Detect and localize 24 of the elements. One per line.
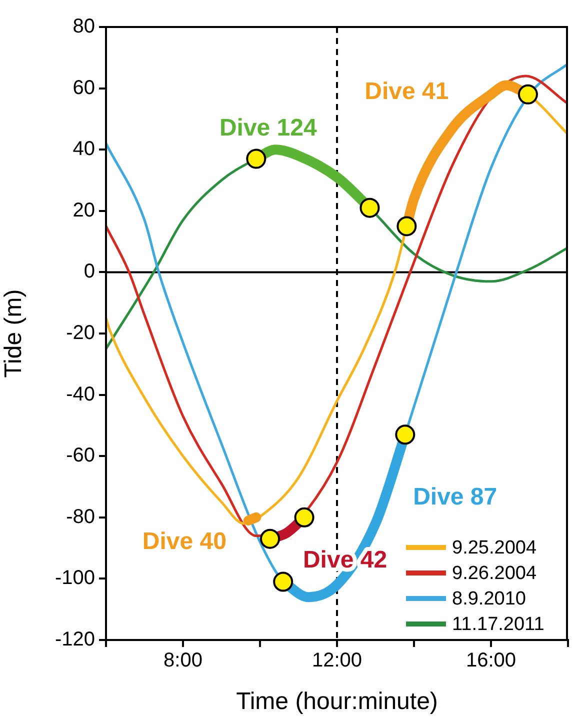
annotation: Dive 41 xyxy=(364,78,449,105)
y-tick-label: -80 xyxy=(66,506,95,528)
y-tick-label: 20 xyxy=(72,199,95,222)
y-tick-label: 80 xyxy=(72,16,95,38)
y-tick-label: -120 xyxy=(54,628,95,651)
annotation: Dive 124 xyxy=(219,114,318,142)
legend-label: 9.25.2004 xyxy=(452,538,537,559)
y-tick-label: -20 xyxy=(66,322,95,344)
y-axis-title: Tide (m) xyxy=(0,289,28,378)
x-tick-label: 16:00 xyxy=(466,650,516,672)
y-tick-label: 0 xyxy=(84,260,95,283)
legend-label: 11.17.2011 xyxy=(452,614,544,636)
y-tick-label: -40 xyxy=(66,383,95,406)
annotation: Dive 87 xyxy=(413,483,498,510)
y-tick-label: 60 xyxy=(72,76,95,99)
annotation: Dive 40 xyxy=(142,528,226,556)
y-tick-label: 40 xyxy=(72,138,95,160)
x-axis-title: Time (hour:minute) xyxy=(236,688,438,716)
y-tick-label: -100 xyxy=(54,567,95,590)
y-tick-label: -60 xyxy=(66,444,95,467)
x-tick-label: 12:00 xyxy=(312,650,362,672)
legend-label: 9.26.2004 xyxy=(452,563,537,584)
legend-label: 8.9.2010 xyxy=(452,588,526,610)
x-tick-label: 8:00 xyxy=(164,650,202,672)
